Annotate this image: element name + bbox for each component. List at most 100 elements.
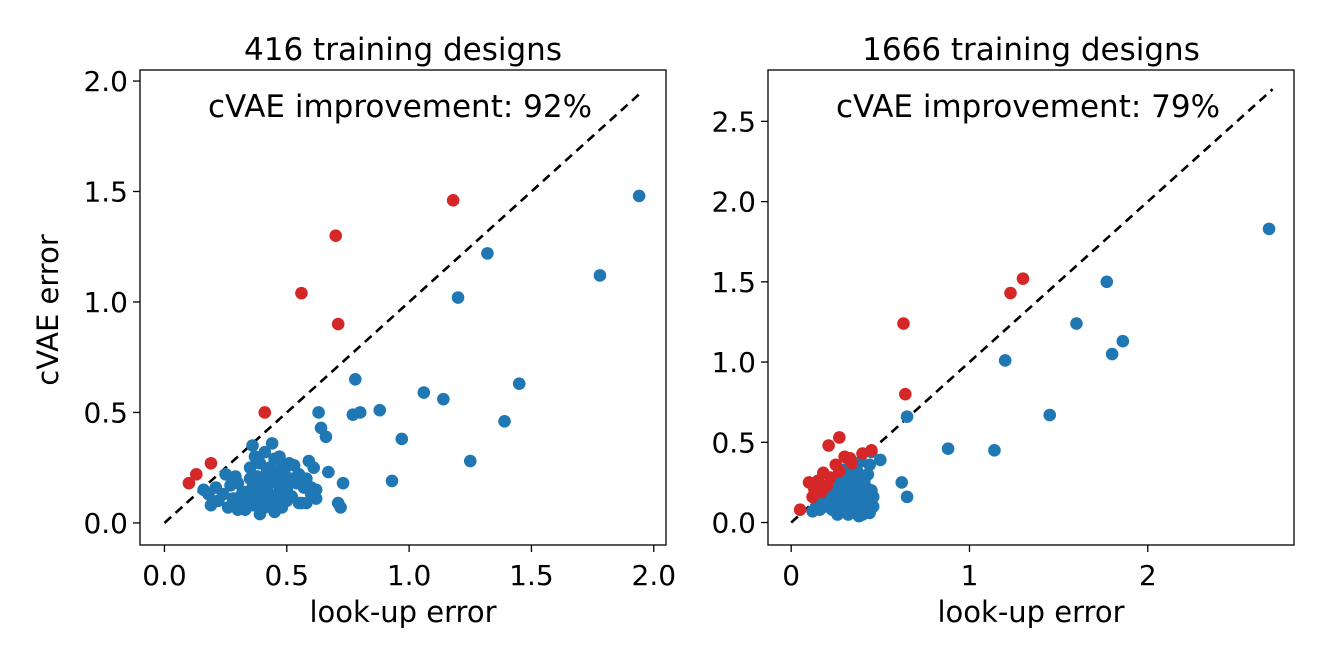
right-worse-point	[833, 464, 846, 478]
right-worse-point	[1004, 286, 1017, 300]
right-x-tick-label: 1	[961, 559, 979, 592]
left-improved-point	[275, 459, 289, 472]
left-improved-point	[498, 414, 511, 428]
right-y-tick-label: 0.0	[711, 507, 756, 540]
right-improved-point	[857, 474, 871, 488]
right-y-tick-label: 1.5	[711, 266, 756, 299]
left-improved-point	[481, 247, 494, 260]
left-improved-point	[204, 498, 218, 512]
left-x-tick-label: 0.5	[265, 559, 310, 592]
left-x-tick-label: 1.0	[387, 559, 432, 592]
left-y-tick-label: 0.0	[83, 507, 128, 540]
left-improved-point	[285, 472, 298, 486]
left-improved-point	[307, 461, 321, 474]
right-panel: 1666 training designs look-up error cVAE…	[711, 32, 1295, 629]
left-panel: 416 training designs look-up error cVAE …	[31, 32, 676, 629]
right-improved-point	[827, 498, 841, 512]
left-improved-point	[258, 445, 272, 459]
right-improved-point	[1262, 222, 1276, 236]
right-improved-point	[874, 453, 887, 467]
right-y-tick-label: 0.5	[711, 426, 756, 459]
right-x-tick-label: 2	[1139, 559, 1157, 592]
right-improved-point	[843, 501, 857, 515]
left-diagonal-line	[163, 91, 643, 524]
left-improved-point	[336, 476, 350, 490]
right-improved-point	[1100, 275, 1114, 289]
right-x-tick-label: 0	[782, 559, 800, 592]
right-improved-point	[900, 490, 914, 504]
left-improved-point	[309, 483, 323, 497]
left-y-axis-label: cVAE error	[31, 234, 65, 386]
left-improved-point	[463, 454, 477, 468]
left-improved-point	[319, 430, 333, 444]
right-improved-point	[895, 476, 909, 489]
left-y-tick-label: 1.0	[83, 286, 128, 319]
right-improved-point	[941, 442, 955, 456]
right-worse-point	[822, 439, 835, 452]
right-worse-point	[833, 431, 846, 444]
left-worse-point	[446, 194, 460, 207]
left-improved-point	[246, 439, 259, 452]
left-improved-point	[395, 432, 409, 446]
left-improved-point	[593, 269, 607, 282]
right-improved-point	[900, 410, 914, 423]
left-x-tick-label: 2.0	[632, 559, 677, 592]
right-improved-point	[988, 444, 1001, 457]
right-improved-point	[1070, 317, 1083, 330]
right-improved-point	[806, 505, 819, 518]
left-improved-point	[348, 373, 362, 386]
right-worse-point	[843, 452, 857, 465]
right-improved-point	[1116, 334, 1130, 348]
left-improved-point	[437, 392, 450, 406]
right-x-axis-label: look-up error	[937, 595, 1124, 629]
left-improved-point	[246, 498, 259, 512]
left-improved-point	[275, 501, 289, 514]
left-improved-point	[280, 483, 294, 497]
left-improved-point	[512, 377, 526, 391]
left-improved-point	[417, 386, 431, 399]
right-y-tick-label: 2.0	[711, 186, 756, 219]
right-worse-point	[856, 447, 869, 460]
left-improved-point	[224, 479, 237, 492]
right-improved-point	[866, 490, 880, 504]
right-plot-frame	[767, 69, 1295, 546]
left-improved-point	[312, 406, 325, 419]
right-worse-point	[898, 387, 912, 401]
right-plot-marks	[790, 88, 1276, 524]
right-improved-point	[998, 354, 1012, 367]
left-x-tick-label: 0.0	[142, 559, 187, 592]
left-improved-point	[197, 483, 210, 497]
left-plot-frame	[139, 69, 667, 546]
left-worse-point	[295, 286, 308, 300]
left-worse-point	[258, 406, 272, 419]
left-improved-point	[287, 459, 301, 472]
left-improved-point	[385, 474, 399, 488]
right-y-tick-label: 1.0	[711, 346, 756, 379]
left-improved-point	[451, 291, 465, 304]
right-worse-point	[897, 317, 910, 330]
right-y-tick-label: 2.5	[711, 105, 756, 138]
left-axis-ticks: 0.0 0.5 1.0 1.5 2.0 0.0 0.5 1.0 1.5 2.0	[83, 65, 676, 592]
right-worse-point	[806, 490, 819, 504]
left-improvement-annotation: cVAE improvement: 92%	[208, 89, 592, 125]
right-improved-point	[1105, 347, 1119, 361]
left-improved-point	[265, 437, 279, 450]
left-x-axis-label: look-up error	[309, 595, 496, 629]
left-worse-point	[331, 317, 345, 331]
right-worse-point	[802, 476, 816, 489]
left-worse-point	[204, 456, 218, 470]
left-improved-point	[231, 503, 245, 516]
left-improved-point	[253, 456, 267, 470]
left-worse-point	[189, 468, 203, 481]
left-improved-point	[221, 501, 235, 514]
left-plot-marks	[163, 91, 646, 524]
right-axis-ticks: 0 1 2 0.0 0.5 1.0 1.5 2.0 2.5	[711, 105, 1156, 592]
left-improved-point	[353, 406, 367, 419]
left-improved-point	[322, 465, 335, 479]
left-y-tick-label: 1.5	[83, 176, 128, 209]
right-worse-point	[793, 503, 807, 516]
right-improvement-annotation: cVAE improvement: 79%	[836, 89, 1220, 125]
left-improved-point	[265, 474, 279, 488]
left-worse-point	[182, 476, 196, 490]
